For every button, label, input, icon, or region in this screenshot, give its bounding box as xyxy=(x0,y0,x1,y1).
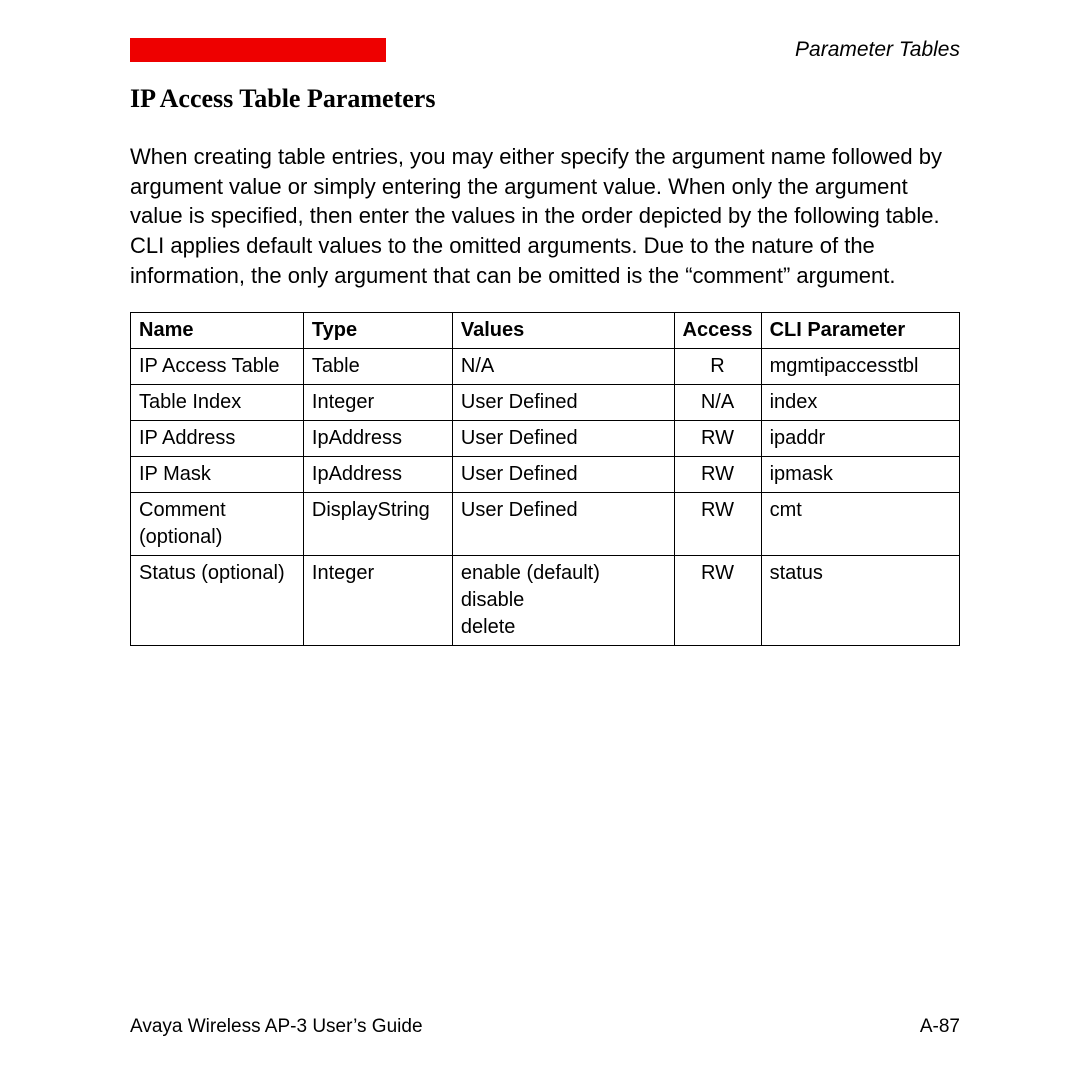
cell-values: N/A xyxy=(452,349,674,385)
section-paragraph: When creating table entries, you may eit… xyxy=(130,142,960,290)
cell-access: RW xyxy=(674,493,761,556)
cell-cli: mgmtipaccesstbl xyxy=(761,349,959,385)
cell-values: User Defined xyxy=(452,493,674,556)
page-footer: Avaya Wireless AP-3 User’s Guide A-87 xyxy=(130,1016,960,1038)
section-title: IP Access Table Parameters xyxy=(130,84,960,114)
cell-type: DisplayString xyxy=(303,493,452,556)
cell-name: IP Access Table xyxy=(131,349,304,385)
table-row: IP Access Table Table N/A R mgmtipaccess… xyxy=(131,349,960,385)
cell-access: RW xyxy=(674,556,761,646)
col-header-cli: CLI Parameter xyxy=(761,313,959,349)
parameters-table: Name Type Values Access CLI Parameter IP… xyxy=(130,312,960,646)
col-header-values: Values xyxy=(452,313,674,349)
cell-values: enable (default)disabledelete xyxy=(452,556,674,646)
col-header-type: Type xyxy=(303,313,452,349)
cell-type: Table xyxy=(303,349,452,385)
cell-cli: ipmask xyxy=(761,457,959,493)
cell-access: RW xyxy=(674,457,761,493)
table-row: IP Address IpAddress User Defined RW ipa… xyxy=(131,421,960,457)
header-red-bar xyxy=(130,38,386,62)
table-row: Comment (optional) DisplayString User De… xyxy=(131,493,960,556)
table-header-row: Name Type Values Access CLI Parameter xyxy=(131,313,960,349)
table-row: Status (optional) Integer enable (defaul… xyxy=(131,556,960,646)
cell-cli: ipaddr xyxy=(761,421,959,457)
header-section-label: Parameter Tables xyxy=(795,38,960,62)
cell-cli: status xyxy=(761,556,959,646)
cell-type: Integer xyxy=(303,385,452,421)
cell-type: IpAddress xyxy=(303,457,452,493)
table-row: Table Index Integer User Defined N/A ind… xyxy=(131,385,960,421)
page-header: Parameter Tables xyxy=(130,38,960,62)
cell-values: User Defined xyxy=(452,385,674,421)
cell-name: IP Mask xyxy=(131,457,304,493)
table-row: IP Mask IpAddress User Defined RW ipmask xyxy=(131,457,960,493)
cell-values: User Defined xyxy=(452,457,674,493)
cell-values: User Defined xyxy=(452,421,674,457)
cell-name: IP Address xyxy=(131,421,304,457)
cell-access: R xyxy=(674,349,761,385)
col-header-access: Access xyxy=(674,313,761,349)
cell-access: N/A xyxy=(674,385,761,421)
footer-guide-title: Avaya Wireless AP-3 User’s Guide xyxy=(130,1016,423,1038)
cell-name: Comment (optional) xyxy=(131,493,304,556)
cell-type: IpAddress xyxy=(303,421,452,457)
cell-access: RW xyxy=(674,421,761,457)
cell-cli: index xyxy=(761,385,959,421)
cell-name: Status (optional) xyxy=(131,556,304,646)
cell-cli: cmt xyxy=(761,493,959,556)
cell-type: Integer xyxy=(303,556,452,646)
col-header-name: Name xyxy=(131,313,304,349)
footer-page-number: A-87 xyxy=(920,1016,960,1038)
cell-name: Table Index xyxy=(131,385,304,421)
